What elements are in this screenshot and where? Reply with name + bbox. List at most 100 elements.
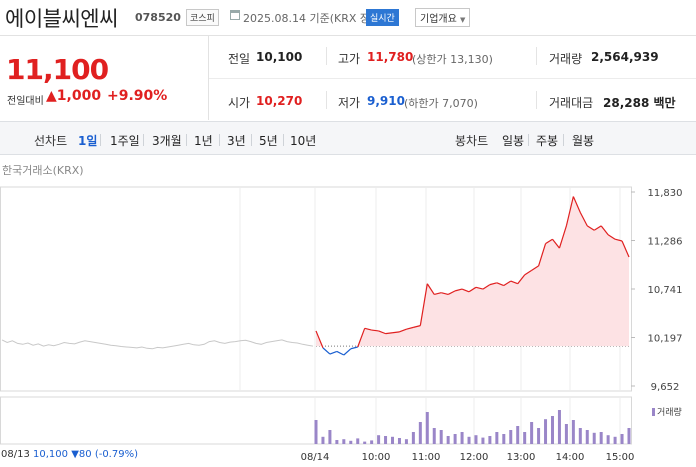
- tab-weekly[interactable]: 주봉: [536, 134, 559, 148]
- price-line-segment: [454, 288, 463, 292]
- volume-bar: [592, 432, 596, 444]
- price-line-segment: [392, 331, 400, 334]
- price-line-segment: [579, 212, 588, 227]
- volume-bar: [502, 434, 506, 444]
- volume-legend: 거래량: [652, 405, 682, 418]
- divider: [209, 78, 696, 79]
- tab-daily[interactable]: 일봉: [502, 134, 525, 148]
- corp-overview-button[interactable]: 기업개요 ▼: [415, 8, 471, 27]
- price-line-segment: [336, 350, 345, 356]
- x-tick-label: 12:00: [460, 452, 489, 463]
- volume-bar: [620, 434, 624, 444]
- tab-3y[interactable]: 3년: [227, 134, 246, 148]
- price-line-segment: [322, 347, 331, 355]
- divider: [251, 134, 252, 146]
- price-line-segment: [378, 330, 386, 335]
- divider: [283, 134, 284, 146]
- tab-10y[interactable]: 10년: [290, 134, 317, 148]
- price-line-segment: [489, 282, 497, 286]
- price-line-segment: [496, 282, 505, 287]
- price-line-segment: [350, 346, 358, 350]
- price-line-segment: [329, 350, 338, 355]
- volume-bar: [328, 430, 332, 444]
- price-line-segment: [385, 332, 393, 335]
- price-line-segment: [399, 328, 407, 333]
- volume-label: 거래량: [549, 52, 583, 66]
- divider: [326, 47, 327, 65]
- tab-3m[interactable]: 3개월: [152, 134, 182, 148]
- volume-bar: [404, 439, 408, 444]
- y-tick-label: 11,286: [648, 237, 683, 248]
- current-price: 11,100: [6, 53, 109, 86]
- tab-1d[interactable]: 1일: [78, 134, 98, 148]
- volume-bar: [544, 419, 548, 444]
- volume-bar: [335, 440, 339, 444]
- price-line-segment: [447, 290, 456, 295]
- prev-pct: (-0.79%): [94, 449, 138, 460]
- trade-value-label: 거래대금: [549, 96, 594, 110]
- price-line-segment: [565, 196, 574, 226]
- volume-bar: [342, 439, 346, 444]
- source-label: 한국거래소(KRX): [2, 164, 84, 177]
- tab-monthly[interactable]: 월봉: [572, 134, 595, 148]
- prev-date: 08/13: [1, 449, 30, 460]
- open-label: 시가: [228, 96, 251, 110]
- price-line-segment: [503, 280, 512, 287]
- volume-bar: [411, 432, 415, 444]
- volume-bar: [564, 424, 568, 444]
- volume-bar: [627, 428, 631, 444]
- volume-bar: [523, 432, 527, 444]
- volume-bar: [488, 436, 492, 444]
- market-badge: 코스피: [186, 9, 219, 26]
- high-label: 고가: [338, 52, 361, 66]
- price-line-segment: [538, 243, 547, 267]
- volume-bar: [370, 440, 374, 444]
- volume-bar: [418, 422, 422, 444]
- volume-bar: [550, 416, 554, 444]
- price-line-segment: [531, 265, 539, 271]
- calendar-icon: [230, 10, 240, 20]
- candle-chart-label: 봉차트: [455, 134, 489, 148]
- price-line-segment: [600, 225, 609, 236]
- volume-bar: [460, 432, 464, 444]
- divider: [563, 134, 564, 146]
- volume-bar: [356, 438, 360, 444]
- price-line-segment: [572, 196, 581, 213]
- chevron-down-icon: ▼: [460, 16, 466, 24]
- volume-bar: [474, 435, 478, 444]
- up-area-fill: [316, 196, 629, 347]
- divider: [536, 47, 537, 65]
- price-line-segment: [545, 238, 553, 245]
- tab-1w[interactable]: 1주일: [110, 134, 140, 148]
- volume-bar: [509, 430, 513, 444]
- price-line-segment: [371, 329, 379, 332]
- corp-overview-label: 기업개요: [420, 14, 457, 25]
- volume-bar: [384, 436, 388, 444]
- tab-1y[interactable]: 1년: [194, 134, 213, 148]
- volume-bar: [314, 420, 318, 444]
- volume-bar: [321, 436, 325, 444]
- divider: [186, 134, 187, 146]
- volume-legend-label: 거래량: [657, 408, 682, 418]
- tab-5y[interactable]: 5년: [259, 134, 278, 148]
- volume-bar: [557, 410, 561, 444]
- divider: [208, 36, 209, 120]
- divider: [219, 134, 220, 146]
- company-name: 에이블씨엔씨: [5, 7, 118, 31]
- price-line-segment: [315, 330, 324, 349]
- realtime-button[interactable]: 실시간: [366, 9, 399, 26]
- stock-header: [0, 0, 696, 36]
- price-line-segment: [413, 325, 421, 328]
- y-tick-label: 10,197: [648, 334, 683, 345]
- volume-bar: [453, 434, 457, 444]
- price-line-segment: [419, 283, 428, 326]
- price-line-segment: [475, 286, 484, 290]
- prev-close-value: 10,100: [256, 50, 303, 64]
- price-line-segment: [364, 327, 372, 331]
- prev-day-line: [1, 339, 314, 350]
- x-tick-label: 15:00: [606, 452, 635, 463]
- price-line-segment: [406, 326, 414, 330]
- volume-bar: [363, 441, 367, 444]
- price-line-segment: [482, 284, 491, 290]
- volume-bar: [446, 436, 450, 444]
